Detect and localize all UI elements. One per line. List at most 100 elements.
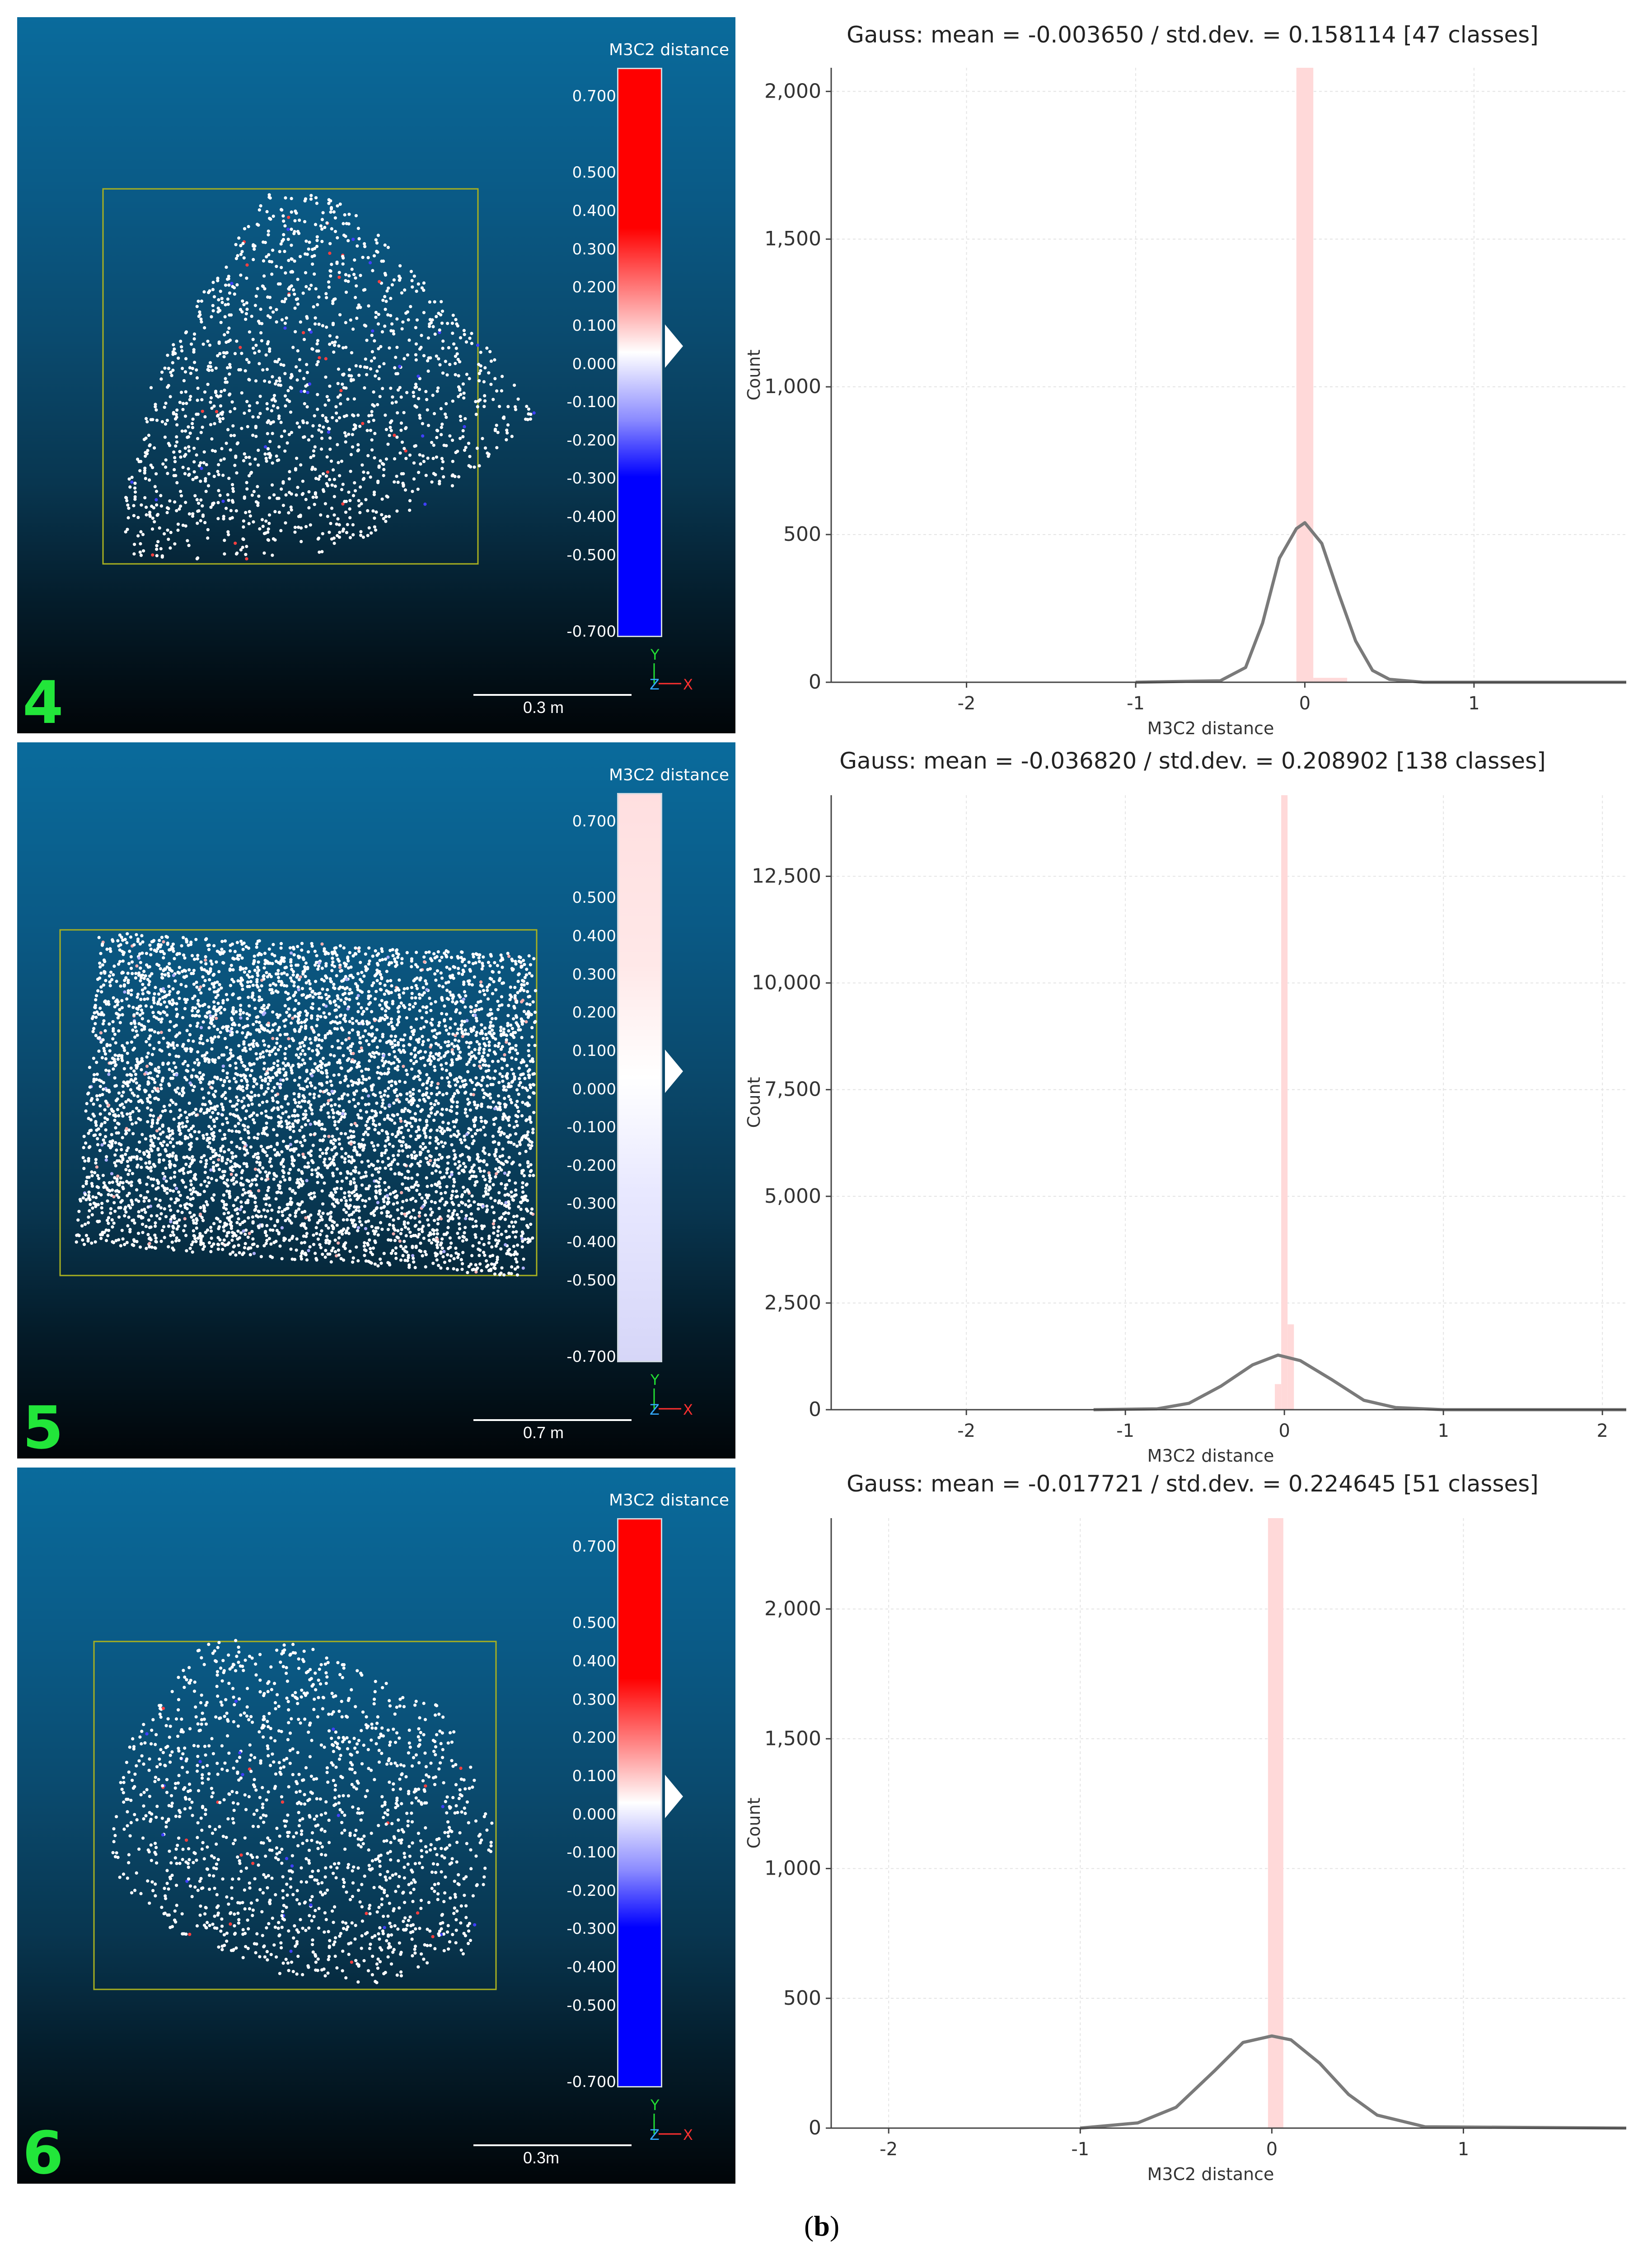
histogram-title-6: Gauss: mean = -0.017721 / std.dev. = 0.2… [847,1471,1539,1497]
scale-tick-label: -0.300 [566,1920,616,1938]
scale-tick-label: 0.500 [572,889,616,907]
scale-tick-label: -0.200 [566,1881,616,1900]
scale-tick-label: -0.400 [566,1233,616,1252]
y-tick-label: 2,000 [764,1597,821,1620]
scale-tick-label: -0.100 [566,393,616,411]
gauss-curve [1093,1353,1626,1412]
x-tick-label: 0 [1278,1421,1290,1441]
y-axis-label: Count [744,1077,764,1128]
scale-tick-label: -0.400 [566,1958,616,1977]
histogram-title-5: Gauss: mean = -0.036820 / std.dev. = 0.2… [839,748,1546,774]
histogram-chart-4: -2 -1 0 1 0 500 1,000 1,500 2,000 M3C2 distance Co… [744,68,1626,738]
x-tick-label: 1 [1458,2139,1469,2160]
scale-tick-label: -0.500 [566,546,616,564]
y-tick-label: 10,000 [752,971,821,994]
axis-triad-icon: Y Z X [650,2096,693,2143]
x-tick-label: 1 [1468,693,1479,714]
scale-tick-label: 0.700 [572,1538,616,1556]
y-tick-label: 1,500 [764,1727,821,1750]
x-tick-label: 0 [1299,693,1310,714]
scale-cursor-icon[interactable] [665,1775,692,1820]
axis-x-label: X [683,1401,693,1418]
y-tick-label: 2,000 [764,80,821,103]
scale-tick-label: 0.100 [572,1767,616,1786]
scale-tick-label: 0.400 [572,927,616,945]
axis-triad-icon: Y Z X [650,646,693,693]
scale-tick-label: 0.100 [572,317,616,335]
scale-title: M3C2 distance [609,1491,729,1510]
scale-tick-label: 0.300 [572,240,616,258]
scale-tick-label: 0.200 [572,278,616,297]
panel-number: 6 [23,2119,64,2184]
scale-tick-label: 0.200 [572,1729,616,1747]
scale-tick-label: 0.100 [572,1042,616,1060]
axis-triad-icon: Y Z X [650,1371,693,1418]
bounding-box [102,188,479,565]
axis-y-label: Y [650,1371,660,1388]
y-tick-label: 7,500 [764,1078,821,1101]
x-tick-label: -1 [1116,1421,1134,1441]
scale-tick-label: -0.500 [566,1271,616,1290]
scale-tick-label: 0.700 [572,87,616,105]
scale-tick-label: -0.200 [566,1156,616,1175]
y-tick-label: 2,500 [764,1291,821,1314]
point-cloud-viewport-5[interactable]: M3C2 distance Y Z X 0.7 m 5 0.700 0.500 0.… [17,742,735,1458]
histogram-bar [1296,68,1314,682]
y-tick-label: 1,000 [764,1857,821,1880]
scale-tick-label: 0.500 [572,164,616,182]
scale-tick-label: -0.400 [566,508,616,526]
x-tick-label: -2 [958,693,976,714]
y-tick-label: 0 [809,2116,821,2139]
x-axis-label: M3C2 distance [1147,1446,1274,1466]
histogram-title-4: Gauss: mean = -0.003650 / std.dev. = 0.1… [847,22,1539,48]
color-scale-bar [617,1518,662,2087]
scale-bar-line [473,1419,632,1421]
histogram-bar [1287,1324,1294,1410]
histogram-bar [1281,795,1288,1410]
scale-bar-line [473,2144,632,2146]
x-tick-label: 0 [1266,2139,1278,2160]
gauss-curve [1135,521,1626,684]
gauss-curve [1080,2034,1627,2130]
histogram-bar [1275,1384,1282,1410]
x-axis-label: M3C2 distance [1147,2164,1274,2184]
scale-bar-line [473,694,632,696]
y-tick-label: 500 [783,1987,821,2010]
scale-tick-label: -0.300 [566,469,616,488]
scale-bar-label: 0.3 m [523,698,564,717]
scale-tick-label: -0.700 [566,623,616,641]
histogram-bar [1268,1518,1283,2128]
point-cloud-viewport-4[interactable]: M3C2 distance Y Z X 0.3 m 4 0.700 0.500 0.… [17,17,735,733]
y-axis-label: Count [744,350,764,401]
color-scale-bar [617,68,662,637]
scale-tick-label: 0.400 [572,202,616,220]
point-cloud-viewport-6[interactable]: M3C2 distance Y Z X 0.3m 6 0.700 0.500 0.4… [17,1468,735,2184]
scale-tick-label: 0.300 [572,1690,616,1709]
x-tick-label: -1 [1071,2139,1089,2160]
axis-z-label: Z [650,676,660,693]
panel-number: 5 [23,1393,64,1458]
y-tick-label: 1,000 [764,375,821,398]
axis-y-label: Y [650,2096,660,2114]
panel-number: 4 [23,668,64,733]
scale-cursor-icon[interactable] [665,1050,692,1095]
scale-tick-label: 0.400 [572,1652,616,1670]
histogram-chart-5: -2 -1 0 1 2 0 2,500 5,000 7,500 10,000 12,500 M3C2 … [744,795,1626,1466]
y-tick-label: 12,500 [752,864,821,887]
axis-x-label: X [683,2126,693,2143]
x-axis-label: M3C2 distance [1147,718,1274,738]
scale-cursor-icon[interactable] [665,324,692,370]
x-tick-label: 1 [1437,1421,1449,1441]
scale-tick-label: -0.700 [566,1348,616,1366]
y-tick-label: 500 [783,523,821,546]
scale-tick-label: 0.700 [572,812,616,830]
scale-tick-label: 0.300 [572,965,616,984]
scale-tick-label: 0.000 [572,1080,616,1098]
axis-x-label: X [683,676,693,693]
points-group [124,193,536,561]
scale-tick-label: -0.200 [566,431,616,450]
points-group [111,1639,494,1984]
figure-caption: (b) [804,2210,840,2242]
scale-tick-label: -0.700 [566,2073,616,2091]
x-tick-label: -2 [880,2139,898,2160]
